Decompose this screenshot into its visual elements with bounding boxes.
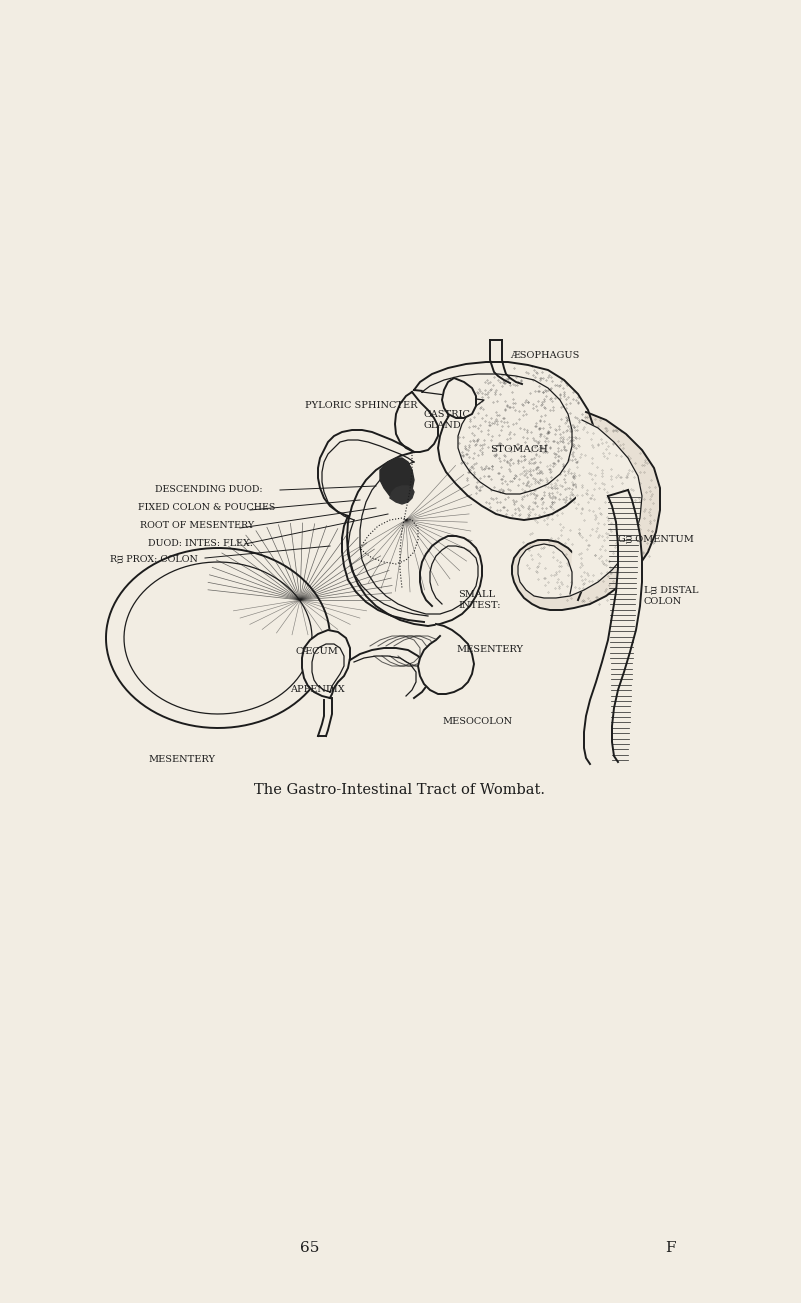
Text: APPENDIX: APPENDIX <box>290 685 344 694</box>
Polygon shape <box>395 392 438 452</box>
Text: 65: 65 <box>300 1240 320 1255</box>
Text: ÆSOPHAGUS: ÆSOPHAGUS <box>510 352 579 361</box>
Polygon shape <box>302 629 350 698</box>
Polygon shape <box>312 644 344 692</box>
Text: STOMACH: STOMACH <box>490 446 548 455</box>
Polygon shape <box>106 549 330 728</box>
Text: Lᴟ DISTAL
COLON: Lᴟ DISTAL COLON <box>644 586 698 606</box>
Text: ROOT OF MESENTERY: ROOT OF MESENTERY <box>140 521 254 530</box>
Text: DUOD: INTES: FLEX:: DUOD: INTES: FLEX: <box>148 539 253 549</box>
Polygon shape <box>422 374 572 494</box>
Text: F: F <box>665 1240 675 1255</box>
Text: Gᴟ OMENTUM: Gᴟ OMENTUM <box>618 536 694 545</box>
Text: MESENTERY: MESENTERY <box>456 645 523 654</box>
Polygon shape <box>442 378 476 418</box>
Text: FIXED COLON & POUCHES: FIXED COLON & POUCHES <box>138 503 276 512</box>
Text: GASTRIC
GLAND: GASTRIC GLAND <box>424 410 471 430</box>
Text: MESOCOLON: MESOCOLON <box>442 718 512 727</box>
Text: Rᴟ PROX: COLON: Rᴟ PROX: COLON <box>110 555 198 564</box>
Polygon shape <box>390 486 414 504</box>
Polygon shape <box>512 412 660 610</box>
Text: The Gastro-Intestinal Tract of Wombat.: The Gastro-Intestinal Tract of Wombat. <box>255 783 545 797</box>
Text: MESENTERY: MESENTERY <box>148 756 215 765</box>
Text: SMALL
INTEST:: SMALL INTEST: <box>458 590 501 610</box>
Text: PYLORIC SPHINCTER: PYLORIC SPHINCTER <box>305 401 417 410</box>
Polygon shape <box>418 624 474 694</box>
Polygon shape <box>414 362 596 520</box>
Polygon shape <box>124 562 312 714</box>
Polygon shape <box>518 420 642 598</box>
Polygon shape <box>380 457 414 500</box>
Text: CÆCUM: CÆCUM <box>296 648 339 657</box>
Text: DESCENDING DUOD:: DESCENDING DUOD: <box>155 486 263 495</box>
Polygon shape <box>584 490 642 764</box>
